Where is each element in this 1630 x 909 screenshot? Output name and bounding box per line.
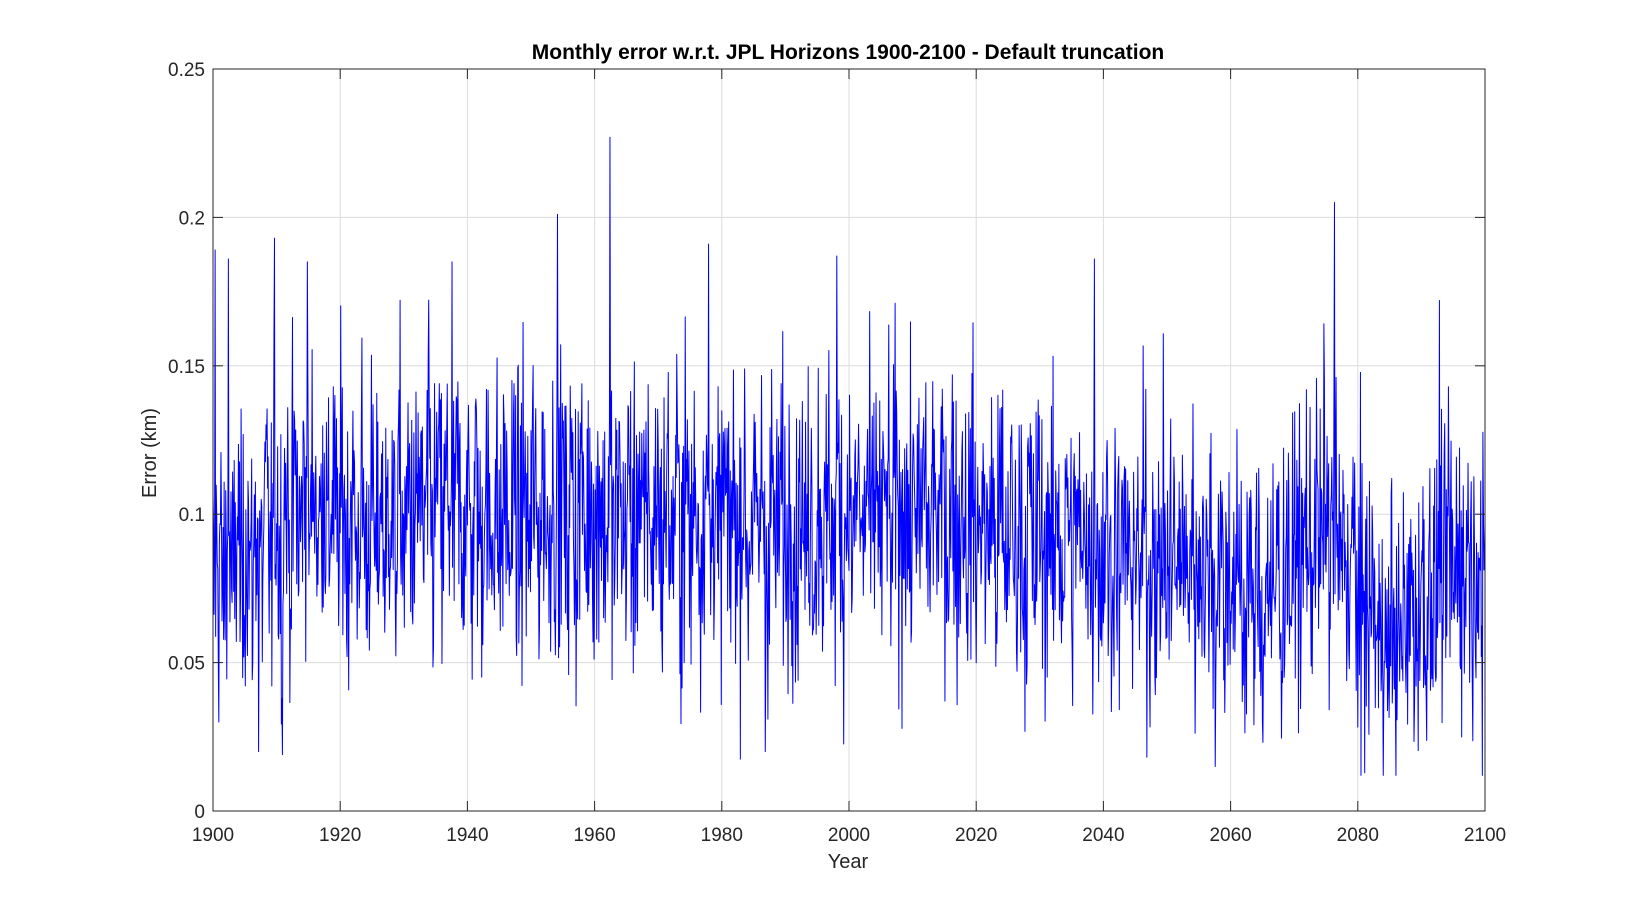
plot-area	[212, 136, 1486, 776]
x-tick-label: 1900	[192, 825, 234, 846]
series-line	[212, 136, 1486, 776]
x-tick-label: 1920	[319, 825, 361, 846]
x-tick-label: 2060	[1209, 825, 1251, 846]
x-tick-label: 1940	[446, 825, 488, 846]
x-tick-label: 2020	[955, 825, 997, 846]
x-tick-label: 2000	[828, 825, 870, 846]
x-tick-label: 2080	[1337, 825, 1379, 846]
y-tick-label: 0.1	[179, 505, 205, 526]
x-tick-label: 2100	[1464, 825, 1506, 846]
x-axis-label: Year	[828, 851, 869, 873]
y-tick-label: 0.25	[168, 60, 205, 81]
y-tick-label: 0.15	[168, 357, 205, 378]
y-tick-label: 0.05	[168, 654, 205, 675]
y-axis-label: Error (km)	[139, 408, 161, 498]
x-tick-label: 2040	[1082, 825, 1124, 846]
x-tick-label: 1960	[573, 825, 615, 846]
y-tick-label: 0.2	[179, 208, 205, 229]
y-tick-label: 0	[194, 802, 205, 823]
x-tick-label: 1980	[701, 825, 743, 846]
ticks: 1900 1920 1940 1960 1980 2000 2020 2040 2060 2080…	[168, 60, 1506, 846]
chart-title: Monthly error w.r.t. JPL Horizons 1900-2…	[532, 41, 1164, 64]
